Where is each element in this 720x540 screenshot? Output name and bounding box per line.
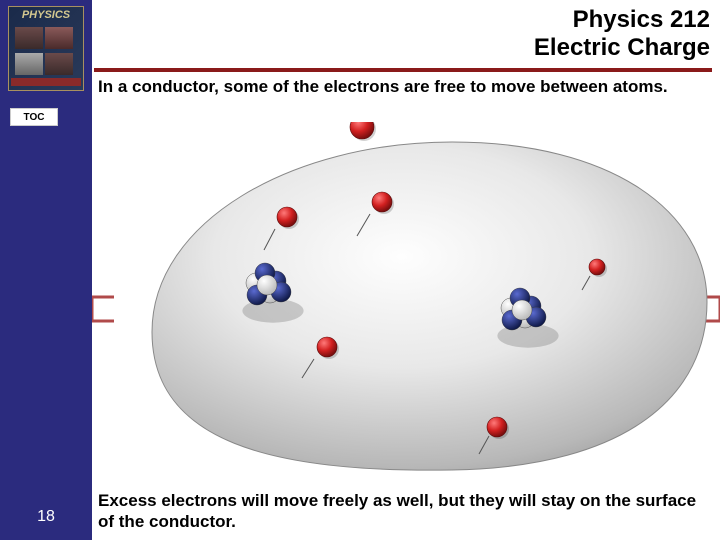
slide-header: Physics 212 Electric Charge (534, 6, 710, 62)
electron-4 (589, 259, 605, 275)
slide: PHYSICS TOC 18 Physics 212 Electric Char… (0, 0, 720, 540)
conductor-body (152, 142, 707, 470)
electron-5 (487, 417, 507, 437)
body-text-top: In a conductor, some of the electrons ar… (98, 76, 710, 97)
textbook-logo: PHYSICS (8, 6, 84, 91)
page-number: 18 (0, 508, 92, 526)
body-text-bottom: Excess electrons will move freely as wel… (98, 490, 710, 533)
electron-3 (317, 337, 337, 357)
conductor-diagram (92, 122, 720, 490)
logo-title: PHYSICS (9, 9, 83, 21)
logo-thumbnails (15, 27, 77, 76)
slide-title: Electric Charge (534, 34, 710, 62)
toc-button[interactable]: TOC (10, 108, 58, 126)
electron-1 (277, 207, 297, 227)
logo-author-bar (11, 78, 81, 86)
header-divider (94, 68, 712, 72)
electron-2 (372, 192, 392, 212)
sidebar: PHYSICS TOC 18 (0, 0, 92, 540)
course-code: Physics 212 (534, 6, 710, 34)
bracket-left (92, 297, 114, 321)
